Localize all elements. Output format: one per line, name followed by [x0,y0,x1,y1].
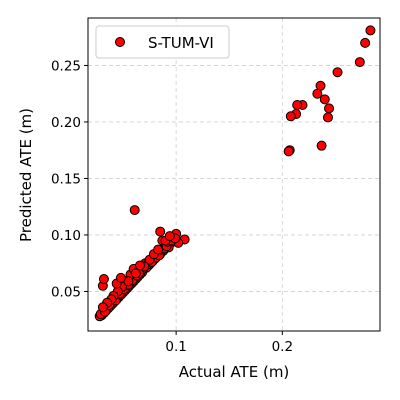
legend-marker [115,37,125,47]
data-point [322,112,333,123]
data-point [98,274,109,285]
data-points [94,25,376,322]
y-tick-label: 0.05 [51,284,81,300]
data-point [292,100,303,111]
y-axis-label: Predicted ATE (m) [17,108,35,242]
data-point [285,111,296,122]
data-point [354,57,365,68]
y-tick-label: 0.25 [51,58,81,74]
data-point [332,67,343,78]
data-point [164,231,175,242]
data-point [316,140,327,151]
x-tick-label: 0.2 [272,339,293,355]
data-point [135,260,146,271]
data-point [360,37,371,48]
x-tick-label: 0.1 [165,339,186,355]
y-tick-label: 0.15 [51,171,81,187]
data-point [319,94,330,105]
grid-lines [88,18,380,331]
legend: S-TUM-VI [95,25,230,59]
data-point [365,25,376,36]
x-axis-label: Actual ATE (m) [179,363,290,381]
data-point [155,226,166,237]
data-point [324,103,335,114]
data-point [153,244,164,255]
data-point [97,302,108,313]
legend-label: S-TUM-VI [148,34,214,52]
y-axis-ticks: 0.05 0.10 0.15 0.20 0.25 [51,58,88,300]
y-tick-label: 0.10 [51,228,81,244]
data-point [130,268,141,279]
data-point [283,146,294,157]
data-point [312,88,323,99]
data-point [129,205,140,216]
legend-box [95,25,230,59]
y-tick-label: 0.20 [51,115,81,131]
x-axis-ticks: 0.1 0.2 [165,331,293,355]
data-point [115,272,126,283]
plot-frame [87,17,381,332]
